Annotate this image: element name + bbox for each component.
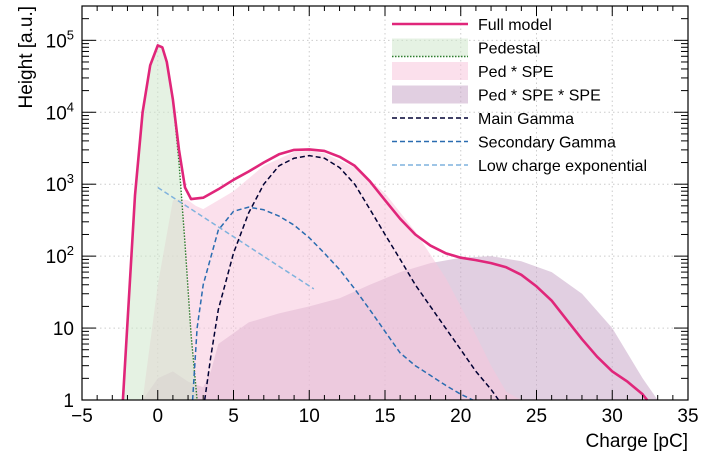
- x-tick-label: 0: [152, 406, 163, 427]
- legend-label: Main Gamma: [478, 111, 574, 128]
- x-tick-label: 15: [374, 406, 395, 427]
- legend-swatch: [392, 85, 468, 104]
- x-tick-label: 35: [677, 406, 698, 427]
- series-full-model-line: [121, 44, 649, 401]
- y-tick-label: 103: [46, 171, 74, 196]
- legend-label: Low charge exponential: [478, 158, 647, 175]
- y-tick-label: 105: [46, 27, 74, 52]
- y-tick-label: 102: [46, 243, 74, 268]
- y-tick-label: 1: [63, 391, 74, 412]
- x-tick-label: 30: [602, 406, 623, 427]
- series-main-gamma-line: [203, 154, 500, 401]
- legend-swatch: [392, 62, 468, 80]
- legend-item-ped-spe: Ped * SPE: [392, 62, 554, 81]
- legend-item-main-gamma: Main Gamma: [392, 111, 574, 128]
- x-tick-label: 25: [526, 406, 547, 427]
- curve-lines: [121, 44, 649, 401]
- y-tick-label: 104: [46, 99, 74, 124]
- x-tick-label: 5: [228, 406, 239, 427]
- x-axis-label: Charge [pC]: [586, 431, 688, 452]
- legend-item-full-model: Full model: [392, 17, 552, 34]
- legend-label: Full model: [478, 17, 552, 34]
- legend-item-low-charge-exponential: Low charge exponential: [392, 158, 647, 175]
- series-ped-spe-fill: [142, 150, 522, 400]
- x-tick-label: −5: [71, 406, 93, 427]
- legend: Full model Pedestal Ped * SPE Ped * SPE * S…: [392, 17, 647, 175]
- legend-item-pedestal: Pedestal: [392, 38, 540, 58]
- series-secondary-gamma-line: [191, 206, 474, 401]
- legend-item-ped-spe-spe: Ped * SPE * SPE: [392, 85, 601, 105]
- series-low-charge-exponential-line: [157, 186, 315, 290]
- legend-label: Ped * SPE * SPE: [478, 88, 601, 105]
- legend-label: Ped * SPE: [478, 64, 554, 81]
- y-tick-label: 10: [53, 319, 74, 340]
- x-tick-label: 10: [299, 406, 320, 427]
- x-tick-label: 20: [450, 406, 471, 427]
- legend-label: Pedestal: [478, 41, 540, 58]
- filled-components: [122, 44, 658, 401]
- axis-ticks: −5 0 5 10 15 20 25 30 35 1 10 102 103 104 105: [46, 5, 699, 427]
- y-axis-label: Height [a.u.]: [16, 6, 37, 108]
- legend-item-secondary-gamma: Secondary Gamma: [392, 135, 616, 152]
- legend-swatch: [392, 38, 468, 57]
- legend-label: Secondary Gamma: [478, 135, 616, 152]
